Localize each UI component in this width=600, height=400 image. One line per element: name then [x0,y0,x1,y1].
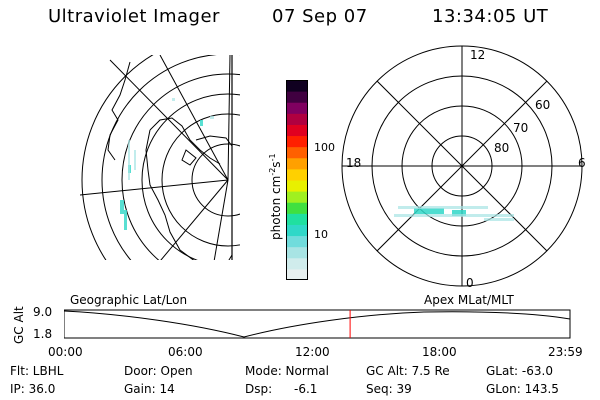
colorbar-swatch [286,135,308,148]
colorbar-swatch [286,124,308,137]
time-tick-0000: 00:00 [48,345,83,359]
colorbar [286,80,308,280]
lat-label-70: 70 [513,121,529,135]
colorbar-swatch [286,268,308,280]
colorbar-swatch [286,224,308,237]
altitude-curve [64,310,571,338]
colorbar-swatch [286,146,308,159]
app-title: Ultraviolet Imager [48,6,220,27]
glon-info: GLon: 143.5 [486,382,559,396]
magnetic-polar-panel [341,45,583,287]
colorbar-swatch [286,168,308,181]
colorbar-label: photon cm-2s-1 [268,153,283,240]
time-tick-2359: 23:59 [548,345,583,359]
colorbar-swatch [286,246,308,259]
mlt-label-0: 0 [466,276,474,290]
dsp-value: -6.1 [294,382,318,396]
colorbar-swatch [286,180,308,192]
lat-label-80: 80 [494,141,510,155]
gain-info: Gain: 14 [124,382,175,396]
geographic-map-panel [80,55,240,260]
mlt-label-6: 6 [578,156,586,170]
glat-info: GLat: -63.0 [486,364,553,378]
mlt-label-18: 18 [346,156,362,170]
date-label: 07 Sep 07 [272,6,368,27]
colorbar-swatch [286,213,308,225]
colorbar-swatch [286,257,308,270]
seq-info: Seq: 39 [366,382,412,396]
filter-info: Flt: LBHL [10,364,64,378]
colorbar-swatch [286,157,308,170]
colorbar-swatch [286,102,308,114]
gc-alt-info: GC Alt: 7.5 Re [366,364,450,378]
mode-info: Mode: Normal [245,364,329,378]
altitude-ylabel: GC Alt [12,306,26,344]
colorbar-swatch [286,202,308,214]
altitude-ymax: 9.0 [33,305,53,319]
colorbar-swatch [286,191,308,203]
mlt-label-12: 12 [470,48,486,62]
dsp-label: Dsp: [245,382,273,396]
lat-label-60: 60 [535,98,551,112]
ip-info: IP: 36.0 [10,382,56,396]
colorbar-swatch [286,80,308,92]
time-tick-0600: 06:00 [168,345,203,359]
altitude-ymin: 1.8 [33,327,53,341]
colorbar-swatch [286,113,308,125]
geographic-caption: Geographic Lat/Lon [70,293,188,307]
time-label: 13:34:05 UT [432,6,549,27]
magnetic-caption: Apex MLat/MLT [424,293,514,307]
altitude-plot [64,309,571,339]
colorbar-swatch [286,235,308,248]
time-tick-1200: 12:00 [295,345,330,359]
door-info: Door: Open [124,364,193,378]
time-tick-1800: 18:00 [422,345,457,359]
colorbar-swatch [286,91,308,103]
colorbar-tick-10: 10 [314,228,328,241]
colorbar-tick-100: 100 [314,141,335,154]
